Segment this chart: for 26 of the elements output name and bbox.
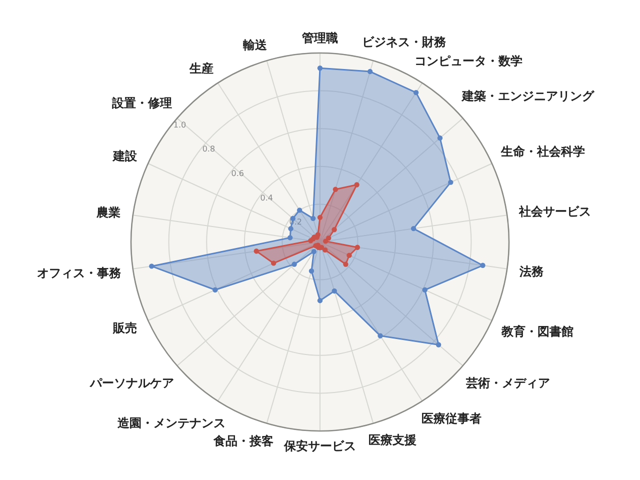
spoke-label: 設置・修理 [110,96,172,110]
y-tick-label: 0.8 [202,144,216,154]
spoke-label: 農業 [96,206,121,220]
spoke-label: 社会サービス [518,204,592,218]
spoke-label: 保安サービス [283,439,356,453]
spoke-label: 生産 [188,62,214,76]
spoke-label: オフィス・事務 [36,266,122,280]
spoke-label: 造園・メンテナンス [116,416,226,430]
y-tick-label: 0.6 [231,169,244,178]
spoke-label: パーソナルケア [88,376,174,390]
spoke-label: 法務 [518,264,544,278]
y-tick-label: 1.0 [173,120,186,130]
spoke-label: 輸送 [242,38,268,52]
spoke-label: 医療従事者 [422,412,482,426]
spoke-label: 教育・図書館 [500,324,574,338]
y-tick-label: 0.4 [260,193,274,202]
spoke-label: 管理職 [301,31,338,45]
spoke-label: 食品・接客 [212,434,274,448]
spoke-label: ビジネス・財務 [362,34,447,49]
spoke-label: 販売 [112,320,137,335]
spoke-label: 芸術・メディア [465,376,550,390]
spoke-label: 建設 [112,149,138,164]
spoke-label: 医療支援 [368,433,418,448]
spoke-label: 建築・エンジニアリング [461,89,596,104]
spoke-label: 生命・社会科学 [500,144,586,159]
spoke-label: コンピュータ・数学 [414,54,523,68]
